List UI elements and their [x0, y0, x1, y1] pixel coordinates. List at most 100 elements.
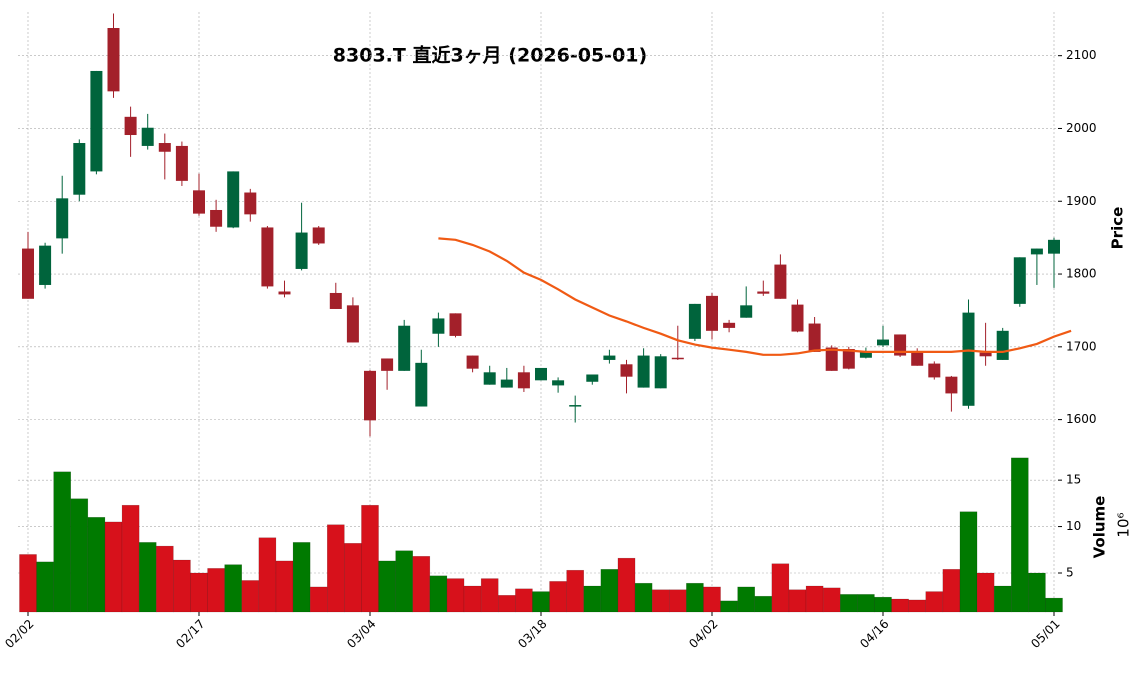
volume-bar [925, 591, 944, 613]
candle-body [1013, 257, 1026, 304]
candle-body [706, 295, 718, 331]
volume-bar [583, 585, 602, 613]
candle-body [877, 339, 889, 346]
y-tick-label: 2000 [1066, 121, 1097, 135]
volume-bar [942, 569, 961, 613]
volume-bar [446, 578, 465, 613]
candle-body [124, 116, 137, 136]
candle-body [962, 312, 975, 406]
candle-body [329, 292, 342, 309]
volume-bar [1028, 572, 1046, 613]
chart-title: 8303.T 直近3ヶ月 (2026-05-01) [333, 44, 647, 67]
volume-bar [138, 542, 157, 613]
candle-body [56, 198, 69, 239]
candle-body [449, 313, 462, 336]
volume-bar [275, 560, 294, 613]
y-tick-label: 1700 [1066, 339, 1097, 353]
candle-body [90, 70, 103, 172]
x-tick-label: 04/02 [686, 617, 720, 651]
candle-body [774, 264, 787, 299]
candle-body [398, 325, 411, 371]
volume-bar [959, 511, 978, 613]
volume-bar [515, 588, 533, 613]
candle-body [415, 362, 428, 407]
x-tick-label: 03/04 [344, 617, 378, 651]
candle-body [175, 145, 188, 181]
candle-body [859, 351, 872, 358]
candle-body [312, 227, 325, 244]
candle-body [894, 334, 907, 356]
volume-bar [993, 585, 1012, 613]
y-tick-label: 1600 [1066, 412, 1097, 426]
y-tick-label: 2100 [1066, 48, 1097, 62]
candle-body [996, 330, 1009, 360]
volume-bar [480, 578, 499, 613]
y-tick-label: 1900 [1066, 194, 1097, 208]
candle-body [569, 405, 582, 407]
candle-body [637, 355, 650, 388]
volume-bar [805, 585, 824, 613]
candle-body [723, 322, 736, 328]
candle-body [364, 370, 376, 421]
candle-body [945, 376, 958, 394]
x-tick-label: 02/02 [2, 617, 36, 651]
candle-body [671, 357, 684, 360]
candle-body [244, 192, 257, 215]
x-tick-label: 04/16 [857, 617, 891, 651]
candle-body [928, 363, 941, 378]
volume-bar [309, 586, 328, 613]
volume-bar [532, 591, 550, 613]
y-tick-label: 10 [1066, 519, 1081, 533]
candle-body [1048, 239, 1060, 254]
candle-body [654, 356, 667, 389]
volume-bar [104, 521, 123, 613]
x-tick-label: 05/01 [1028, 617, 1062, 651]
volume-bar [857, 594, 875, 613]
candle-body [346, 305, 359, 343]
candle-body [295, 232, 308, 269]
y-tick-label: 15 [1066, 473, 1081, 487]
volume-bar [207, 568, 225, 613]
candle-body [757, 291, 770, 294]
candle-body [517, 372, 530, 389]
y-tick-label: 1800 [1066, 267, 1097, 281]
candle-body [1030, 248, 1043, 255]
volume-bar [686, 582, 704, 613]
candle-body [911, 351, 924, 366]
volume-bar [788, 589, 807, 613]
candle-body [107, 28, 120, 92]
volume-bar [617, 557, 636, 613]
x-tick-label: 03/18 [515, 617, 549, 651]
candle-body [620, 364, 633, 377]
volume-bar [498, 595, 516, 613]
candle-body [261, 227, 274, 287]
volume-bar [173, 559, 191, 613]
candle-body [979, 352, 992, 357]
volume-bar [87, 517, 106, 613]
volume-bar [874, 596, 892, 613]
volume-bar [720, 600, 738, 613]
volume-bar [703, 586, 721, 613]
volume-bar [822, 587, 841, 613]
volume-bar [891, 598, 909, 613]
volume-bar [344, 543, 362, 613]
volume-bar [976, 572, 995, 613]
volume-bar [70, 498, 89, 613]
candle-body [808, 323, 821, 352]
volume-bar [156, 545, 174, 613]
volume-axis-label: Volume [1091, 496, 1109, 559]
candle-body [466, 355, 479, 369]
volume-bar [429, 575, 448, 613]
candle-body [740, 305, 753, 318]
volume-bar [361, 504, 379, 613]
volume-bar [549, 581, 567, 613]
volume-bar [737, 586, 756, 613]
moving-average-line [438, 237, 1072, 356]
volume-bar [908, 599, 927, 613]
candle-body [141, 127, 154, 146]
volume-bar [651, 589, 670, 613]
candle-body [381, 358, 394, 371]
volume-bar [1011, 457, 1029, 613]
x-tick-label: 02/17 [173, 617, 207, 651]
